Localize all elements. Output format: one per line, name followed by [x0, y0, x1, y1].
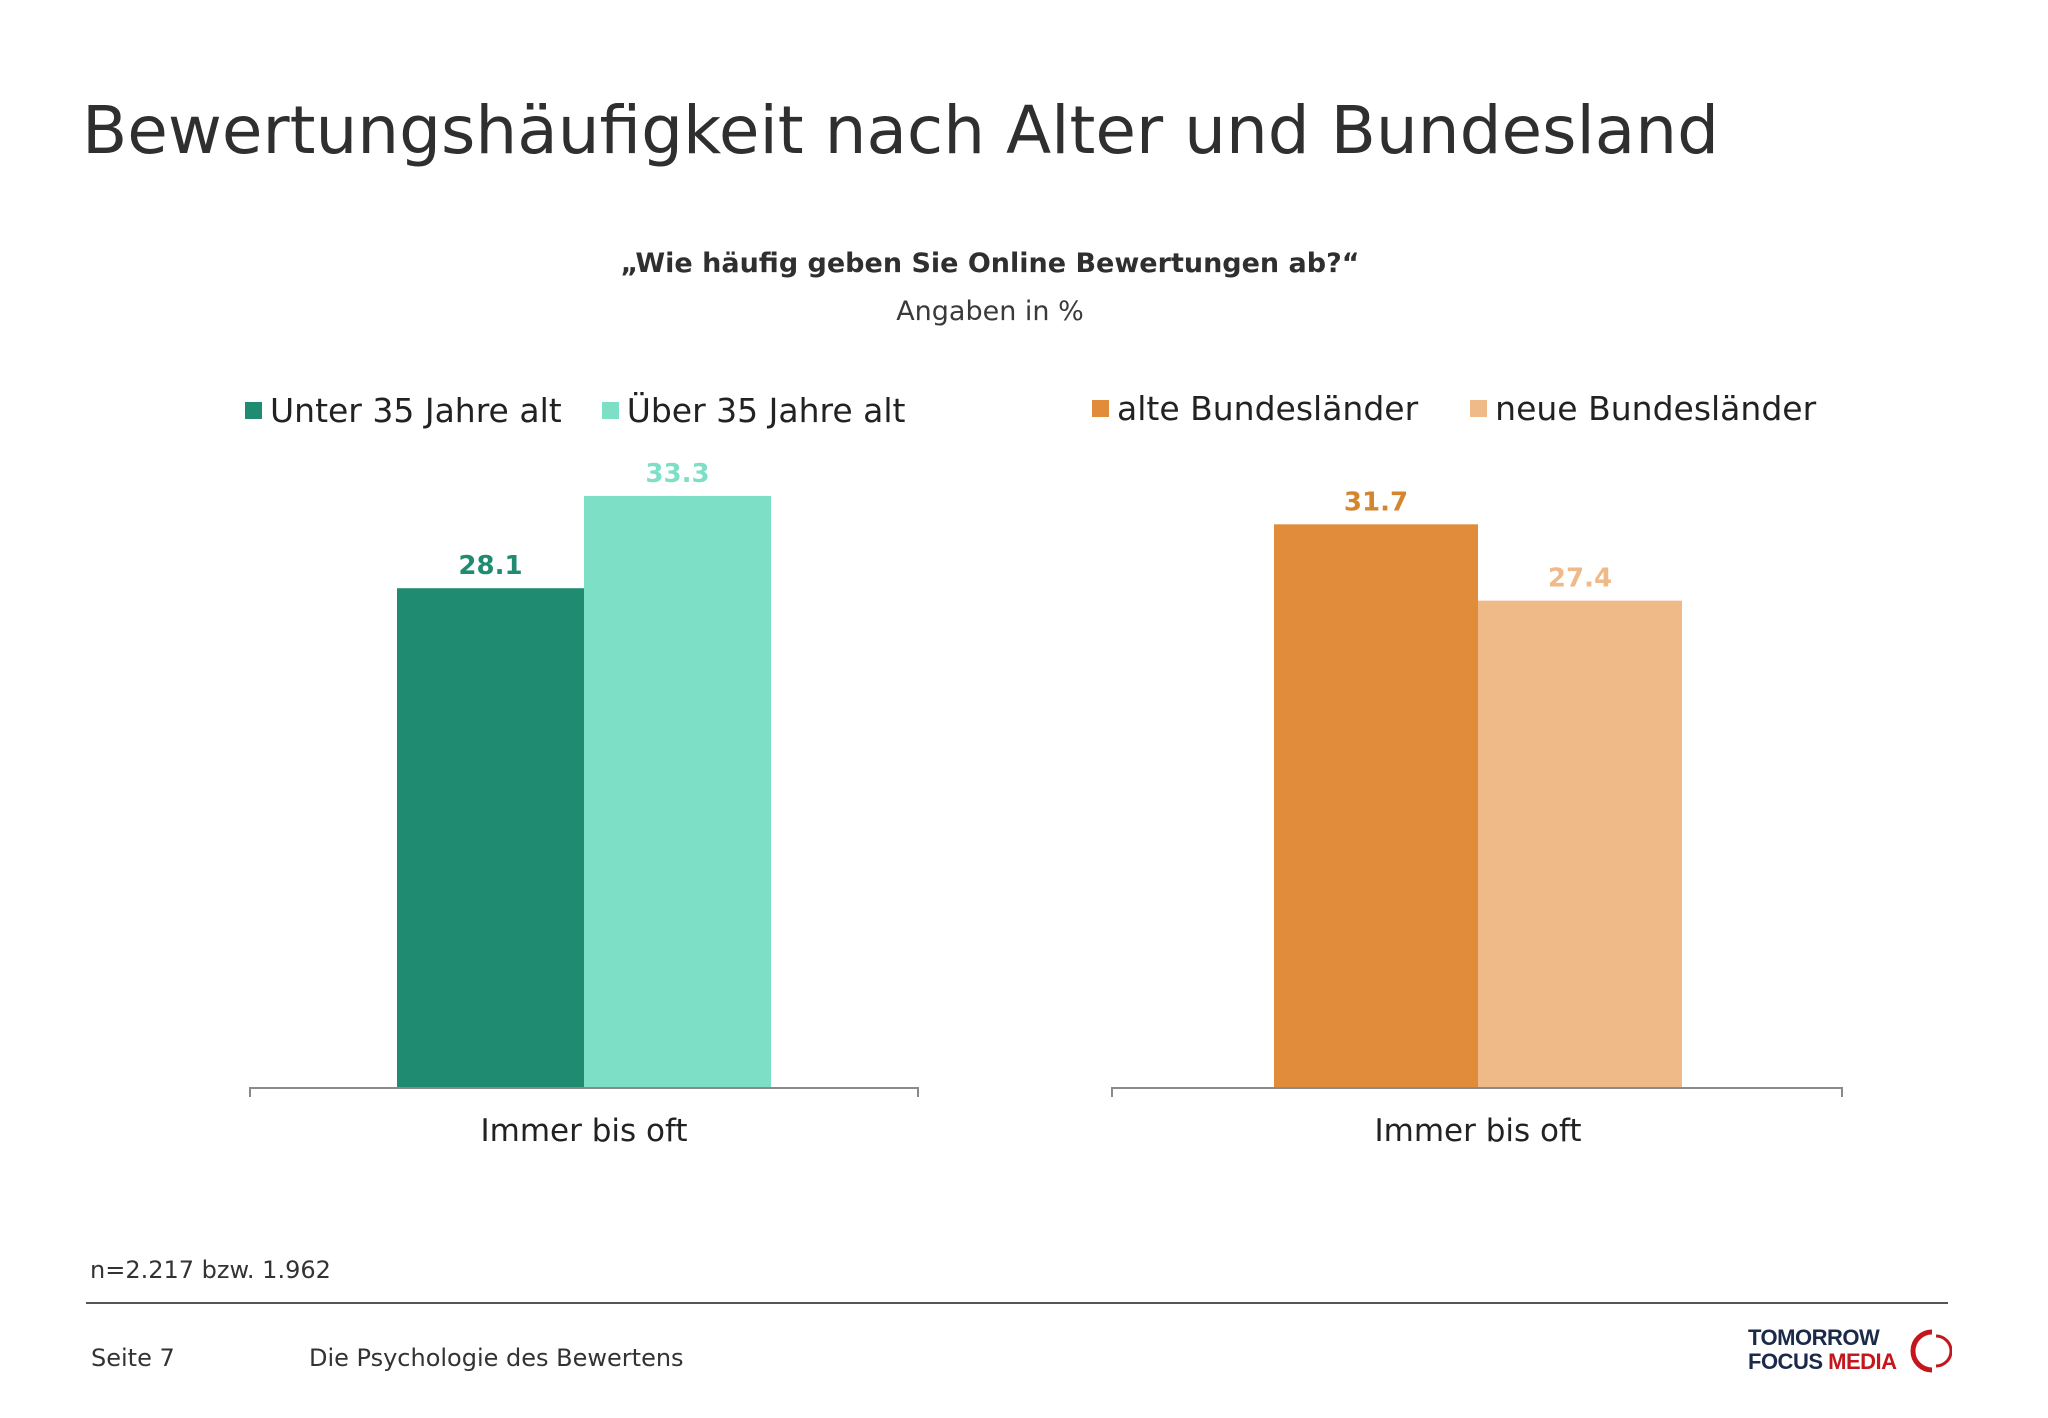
legend-label-alte: alte Bundesländer	[1117, 388, 1419, 428]
bar-charts: 28.1 33.3 Immer bis oft 31.7 27.4 Immer bis o…	[249, 459, 1843, 1149]
legend-label-under-35: Unter 35 Jahre alt	[270, 390, 562, 430]
company-logo: TOMORROW FOCUS MEDIA	[1748, 1326, 1958, 1378]
logo-focus: FOCUS	[1748, 1349, 1829, 1374]
legend-region: alte Bundesländer neue Bundesländer	[1092, 386, 1868, 430]
category-label-chart1: Immer bis oft	[481, 1113, 688, 1149]
data-label-chart2-series1: 31.7	[1344, 487, 1408, 517]
footer-document-title: Die Psychologie des Bewertens	[309, 1344, 684, 1372]
logo-ring-icon	[1910, 1329, 1952, 1373]
logo-media: MEDIA	[1828, 1349, 1897, 1374]
legend-swatch-under-35	[245, 401, 262, 419]
data-label-chart2-series2: 27.4	[1548, 564, 1612, 594]
data-label-chart1-series1: 28.1	[458, 551, 522, 581]
footer-divider	[86, 1302, 1948, 1304]
page-title: Bewertungshäufigkeit nach Alter und Bund…	[82, 92, 1719, 169]
legend-item-alte: alte Bundesländer	[1092, 389, 1418, 428]
footer-page-number: Seite 7	[91, 1344, 175, 1372]
bar-chart1-series1	[397, 588, 584, 1087]
legend-age: Unter 35 Jahre alt Über 35 Jahre alt	[245, 388, 957, 432]
legend-label-over-35: Über 35 Jahre alt	[626, 390, 906, 430]
bar-chart2-series1	[1274, 524, 1478, 1087]
logo-line-2: FOCUS MEDIA	[1748, 1350, 1897, 1374]
units-note: Angaben in %	[896, 296, 1084, 327]
logo-line-1: TOMORROW	[1748, 1325, 1880, 1350]
legend-label-neue: neue Bundesländer	[1495, 388, 1817, 428]
legend-item-under-35: Unter 35 Jahre alt	[245, 391, 562, 430]
legend-item-neue: neue Bundesländer	[1470, 389, 1816, 428]
bar-chart1-series2	[584, 495, 771, 1087]
sample-size-note: n=2.217 bzw. 1.962	[90, 1256, 331, 1284]
legend-swatch-over-35	[601, 401, 619, 419]
legend-swatch-neue	[1470, 399, 1488, 417]
survey-question: „Wie häufig geben Sie Online Bewertungen…	[620, 248, 1360, 279]
data-label-chart1-series2: 33.3	[645, 459, 709, 489]
bar-chart2-series2	[1478, 600, 1682, 1087]
legend-swatch-alte	[1092, 399, 1109, 417]
category-label-chart2: Immer bis oft	[1375, 1113, 1582, 1149]
legend-item-over-35: Über 35 Jahre alt	[601, 390, 906, 430]
logo-wordmark: TOMORROW FOCUS MEDIA	[1748, 1326, 1897, 1374]
